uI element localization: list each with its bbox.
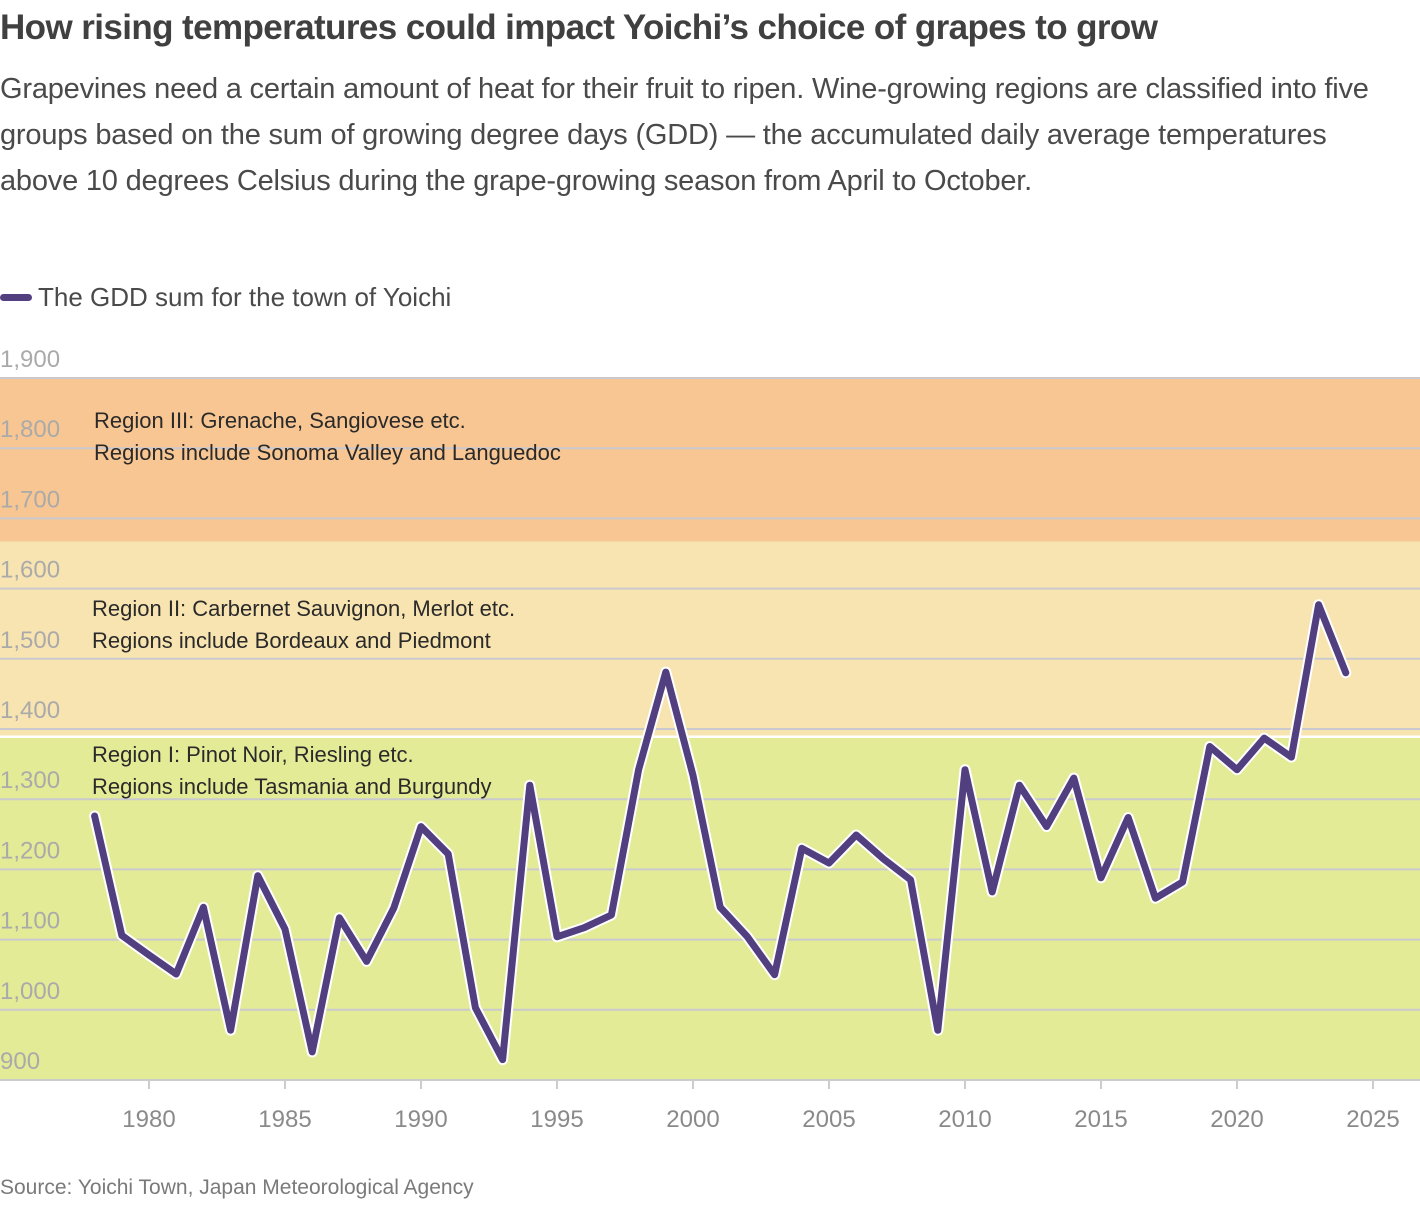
- legend: The GDD sum for the town of Yoichi: [0, 282, 451, 313]
- x-tick-label: 2005: [802, 1106, 855, 1133]
- y-tick-label: 1,200: [0, 837, 60, 864]
- chart-title: How rising temperatures could impact Yoi…: [0, 8, 1158, 47]
- region-label-examples: Regions include Tasmania and Burgundy: [92, 774, 492, 799]
- x-tick-label: 1980: [122, 1106, 175, 1133]
- x-tick-label: 2025: [1346, 1106, 1399, 1133]
- x-tick-label: 2010: [938, 1106, 991, 1133]
- legend-label: The GDD sum for the town of Yoichi: [38, 282, 452, 312]
- x-tick-label: 2015: [1074, 1106, 1127, 1133]
- chart-subtitle: Grapevines need a certain amount of heat…: [0, 73, 1369, 197]
- y-tick-label: 1,900: [0, 346, 60, 373]
- x-tick-label: 1990: [394, 1106, 447, 1133]
- y-axis: 900 1,000 1,100 1,200 1,300 1,400 1,500 1,600 1,…: [0, 346, 60, 1075]
- x-tick-label: 2000: [666, 1106, 719, 1133]
- y-tick-label: 1,800: [0, 416, 60, 443]
- series-line: [89, 599, 1352, 1066]
- x-tick-label: 1985: [258, 1106, 311, 1133]
- y-tick-label: 1,000: [0, 978, 60, 1005]
- y-tick-label: 1,400: [0, 697, 60, 724]
- band-region-ii: [0, 541, 1420, 737]
- y-tick-label: 900: [0, 1048, 40, 1075]
- region-label-title: Region II: Carbernet Sauvignon, Merlot e…: [92, 596, 515, 621]
- region-label-examples: Regions include Bordeaux and Piedmont: [92, 628, 491, 653]
- line-chart: Region I: Pinot Noir, Riesling etc. Regio…: [0, 346, 1420, 1133]
- region-label-title: Region III: Grenache, Sangiovese etc.: [94, 408, 466, 433]
- band-region-iii: [0, 378, 1420, 542]
- y-tick-label: 1,500: [0, 627, 60, 654]
- x-axis: 1980 1985 1990 1995 2000 2005 2010 2015 2020 2025: [0, 1079, 1420, 1133]
- y-tick-label: 1,600: [0, 557, 60, 584]
- y-tick-label: 1,100: [0, 908, 60, 935]
- legend-swatch: [0, 294, 32, 301]
- x-tick-label: 1995: [530, 1106, 583, 1133]
- region-label-examples: Regions include Sonoma Valley and Langue…: [94, 440, 561, 465]
- x-tick-label: 2020: [1210, 1106, 1263, 1133]
- y-tick-label: 1,300: [0, 767, 60, 794]
- source-note: Source: Yoichi Town, Japan Meteorologica…: [0, 1176, 474, 1199]
- region-labels: Region I: Pinot Noir, Riesling etc. Regio…: [92, 408, 561, 799]
- region-label-title: Region I: Pinot Noir, Riesling etc.: [92, 742, 414, 767]
- y-tick-label: 1,700: [0, 486, 60, 513]
